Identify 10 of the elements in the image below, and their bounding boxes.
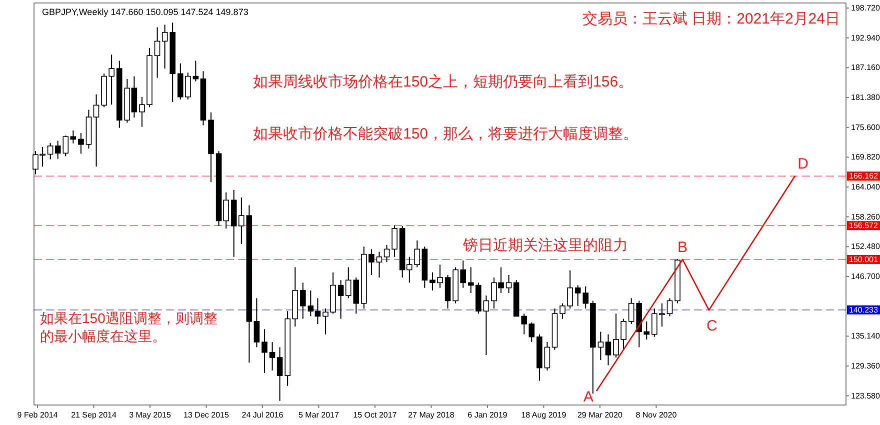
annotation: 如果收市价格不能突破150，那么，将要进行大幅度调整。 [253, 126, 638, 142]
annotation: 交易员：王云斌 日期：2021年2月24日 [582, 10, 840, 28]
annotation: 如果周线收市场价格在150之上，短期仍要向上看到156。 [253, 74, 634, 90]
annotation: A [583, 388, 594, 406]
annotation: D [798, 156, 808, 173]
annotation: 镑日近期关注这里的阻力 [462, 236, 628, 254]
annotation: 如果在150遇阻调整，则调整的最小幅度在这里。 [40, 310, 218, 344]
title: GBPJPY,Weekly 147.660 150.095 147.524 149.873 [42, 7, 248, 17]
annotation: C [706, 317, 718, 334]
annotation: B [678, 238, 688, 256]
